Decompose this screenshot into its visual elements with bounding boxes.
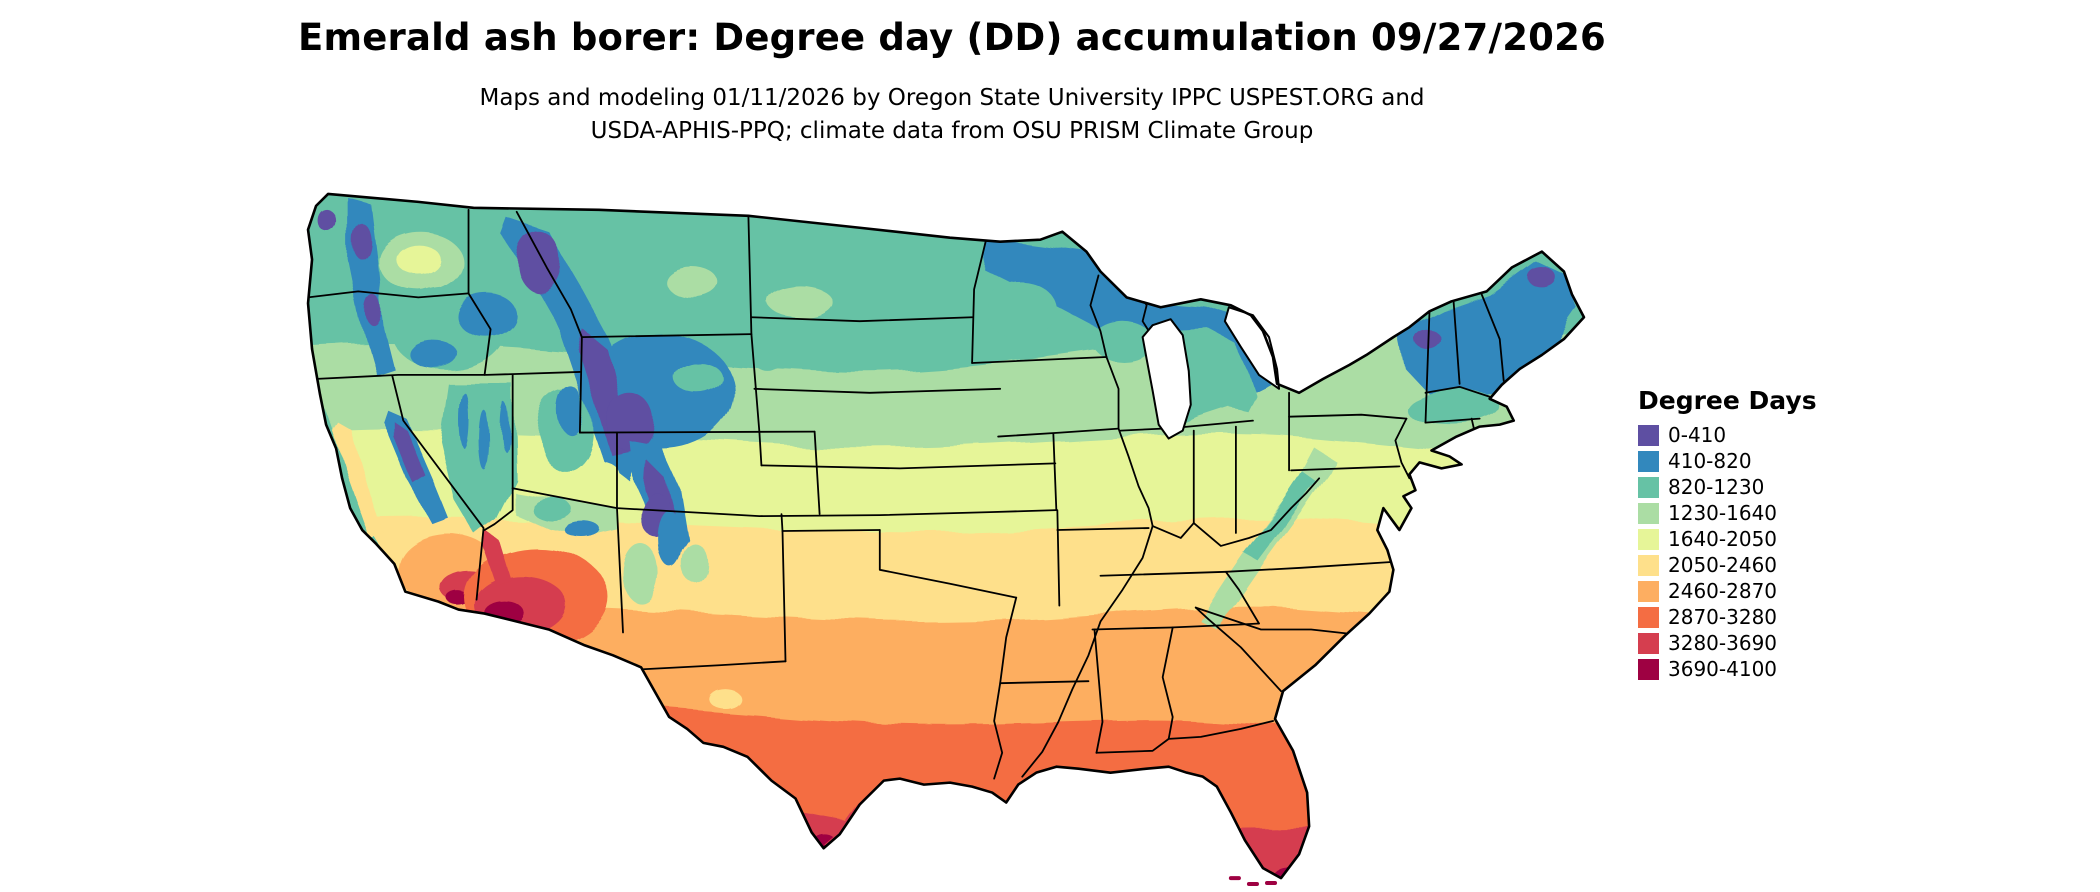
legend-item: 3280-3690 (1638, 633, 1868, 654)
us-outline (306, 192, 1586, 880)
legend-title: Degree Days (1638, 386, 1817, 415)
legend-swatch (1638, 555, 1659, 576)
legend-item: 2870-3280 (1638, 607, 1868, 628)
degree-day-raster (308, 193, 1584, 879)
legend-swatch (1638, 659, 1659, 680)
legend-item: 0-410 (1638, 425, 1868, 446)
legend-item: 1640-2050 (1638, 529, 1868, 550)
legend-swatch (1638, 607, 1659, 628)
legend-item: 3690-4100 (1638, 659, 1868, 680)
great-lakes (1141, 306, 1281, 440)
legend-label: 0-410 (1668, 423, 1727, 447)
legend-label: 1640-2050 (1668, 527, 1778, 551)
state-borders (308, 208, 1505, 780)
legend-label: 2870-3280 (1668, 605, 1778, 629)
lake-michigan (1141, 318, 1192, 440)
legend-swatch (1638, 425, 1659, 446)
legend-swatch (1638, 633, 1659, 654)
legend-label: 3690-4100 (1668, 657, 1778, 681)
subtitle-line-1: Maps and modeling 01/11/2026 by Oregon S… (479, 85, 1425, 111)
lake-huron (1223, 306, 1281, 390)
legend-label: 3280-3690 (1668, 631, 1778, 655)
legend-label: 1230-1640 (1668, 501, 1778, 525)
legend-item: 410-820 (1638, 451, 1868, 472)
legend-swatch (1638, 503, 1659, 524)
legend-item: 2050-2460 (1638, 555, 1868, 576)
legend-swatch (1638, 581, 1659, 602)
legend: Degree Days 0-410 410-820 820-1230 1230-164… (1638, 386, 1868, 685)
subtitle: Maps and modeling 01/11/2026 by Oregon S… (0, 82, 1904, 148)
legend-items: 0-410 410-820 820-1230 1230-1640 1640-2050 20… (1638, 425, 1868, 680)
legend-label: 2460-2870 (1668, 579, 1778, 603)
legend-swatch (1638, 529, 1659, 550)
page-title: Emerald ash borer: Degree day (DD) accum… (298, 16, 1606, 59)
legend-label: 2050-2460 (1668, 553, 1778, 577)
florida-keys-marks (1228, 876, 1278, 887)
legend-swatch (1638, 477, 1659, 498)
map-canvas (306, 192, 1586, 887)
legend-item: 2460-2870 (1638, 581, 1868, 602)
legend-item: 1230-1640 (1638, 503, 1868, 524)
legend-item: 820-1230 (1638, 477, 1868, 498)
us-degree-day-map (298, 180, 1592, 892)
legend-label: 820-1230 (1668, 475, 1765, 499)
legend-swatch (1638, 451, 1659, 472)
legend-label: 410-820 (1668, 449, 1752, 473)
subtitle-line-2: USDA-APHIS-PPQ; climate data from OSU PR… (590, 118, 1314, 144)
